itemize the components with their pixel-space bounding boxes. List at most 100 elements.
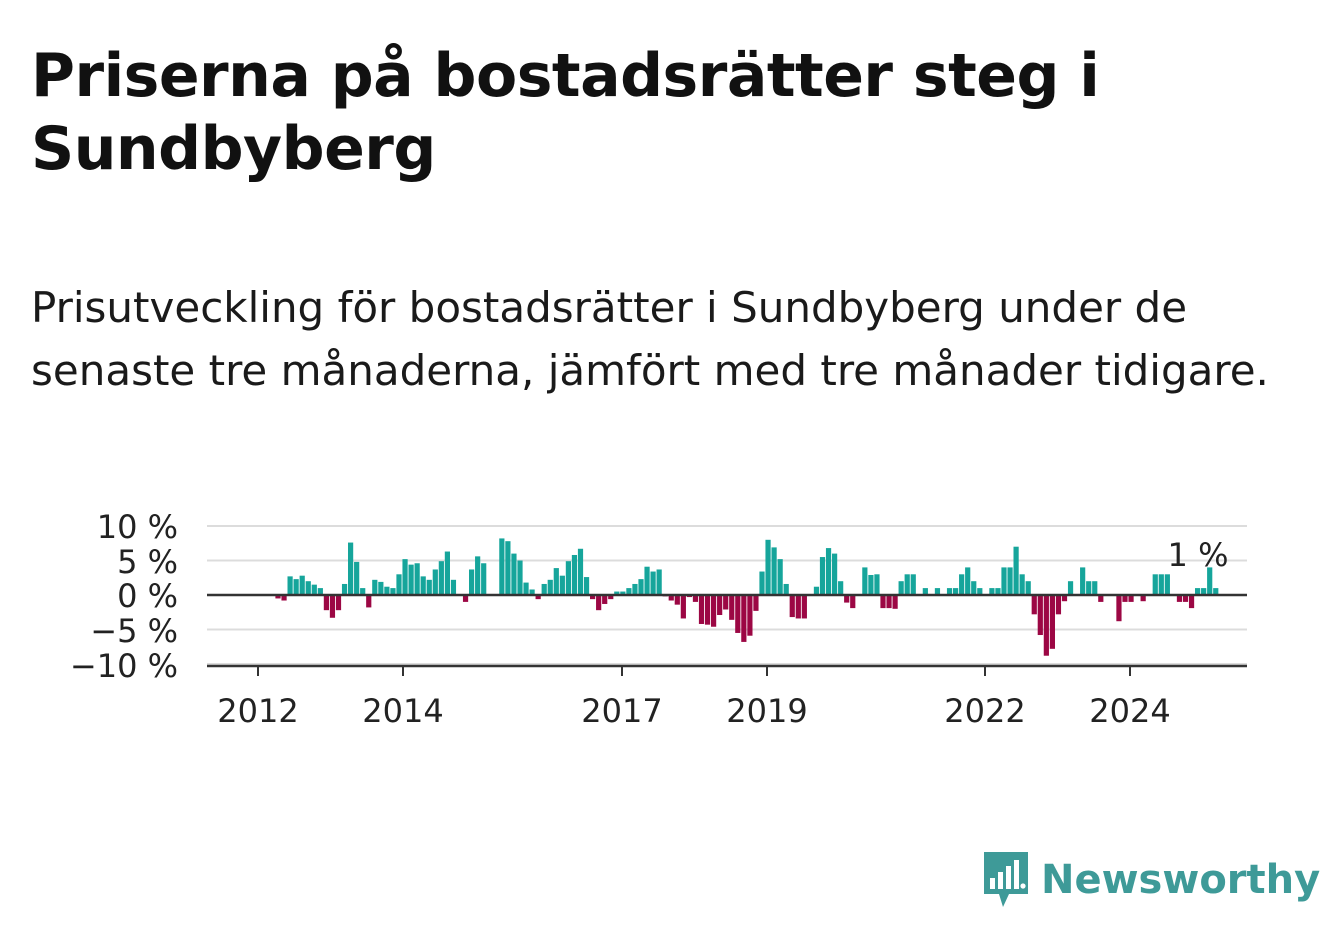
- bar: [469, 569, 475, 595]
- bar: [1116, 595, 1122, 622]
- bar: [1037, 595, 1043, 636]
- bar: [771, 547, 777, 595]
- bar: [287, 576, 293, 595]
- bar: [354, 561, 360, 595]
- bar: [777, 559, 783, 595]
- bar: [614, 591, 620, 595]
- bar: [965, 567, 971, 595]
- bar: [305, 581, 311, 595]
- bar: [934, 588, 941, 595]
- bar: [977, 588, 983, 595]
- bar: [329, 595, 336, 618]
- bar: [299, 575, 305, 595]
- bar: [838, 581, 844, 595]
- bar: [886, 595, 892, 609]
- x-tick-label: 2019: [726, 692, 807, 730]
- bar: [505, 541, 511, 595]
- bar: [874, 574, 880, 595]
- y-tick-label: 10 %: [97, 508, 178, 546]
- bar: [547, 579, 553, 595]
- bar: [898, 581, 904, 595]
- bar: [396, 574, 402, 595]
- bar: [1201, 588, 1207, 595]
- bar: [680, 595, 686, 619]
- bar: [596, 595, 602, 611]
- bar: [638, 579, 644, 595]
- y-tick-label: −5 %: [90, 612, 178, 650]
- bar: [1013, 546, 1019, 595]
- bar: [378, 581, 384, 595]
- bar: [360, 588, 366, 595]
- bar: [444, 551, 450, 595]
- bar: [450, 579, 457, 595]
- bar-chart: 10 % 5 % 0 % −5 % −10 % 2012 2014 2017 2…: [70, 508, 1247, 730]
- bar: [535, 595, 541, 600]
- bar: [868, 574, 874, 595]
- bar: [390, 588, 396, 595]
- bar: [946, 588, 953, 595]
- bar: [656, 569, 662, 595]
- bar: [989, 588, 995, 595]
- bar: [620, 591, 626, 595]
- bar: [892, 595, 898, 609]
- brand-name: Newsworthy: [1041, 857, 1321, 903]
- last-value-label: 1 %: [1168, 536, 1229, 574]
- bar: [414, 563, 420, 595]
- bar: [462, 595, 469, 602]
- bar: [959, 574, 965, 595]
- bar: [880, 595, 886, 609]
- bar: [910, 574, 916, 595]
- bar: [335, 595, 342, 611]
- bar: [602, 595, 608, 604]
- gridlines: [207, 525, 1247, 665]
- bar: [420, 576, 426, 595]
- y-tick-label: 5 %: [117, 543, 178, 581]
- bar: [366, 595, 372, 608]
- bar: [759, 571, 765, 595]
- bar: [862, 567, 868, 595]
- bar: [832, 553, 838, 595]
- bar: [317, 588, 323, 595]
- bar: [735, 595, 741, 633]
- bar: [1213, 588, 1219, 595]
- bar: [674, 595, 680, 605]
- bar: [1098, 595, 1104, 602]
- bar: [432, 569, 438, 595]
- bar: [426, 579, 432, 595]
- bar: [1031, 595, 1037, 615]
- bar: [765, 539, 771, 595]
- bar: [590, 595, 596, 600]
- bar: [1025, 581, 1031, 595]
- bar: [565, 561, 571, 595]
- bar: [1001, 567, 1007, 595]
- x-tick-label: 2022: [944, 692, 1025, 730]
- bar: [553, 568, 559, 595]
- bar: [922, 588, 928, 595]
- bar: [1019, 574, 1025, 595]
- bar: [341, 583, 348, 595]
- bar: [698, 595, 705, 624]
- bar: [475, 556, 481, 595]
- bar: [523, 582, 529, 595]
- bar: [819, 557, 826, 595]
- bar: [499, 538, 505, 595]
- bar-chart-logo-icon: [984, 852, 1028, 907]
- bar: [1049, 595, 1055, 649]
- bar: [1207, 567, 1213, 595]
- bar: [1158, 574, 1164, 595]
- bar: [747, 595, 753, 636]
- bar: [1067, 581, 1074, 595]
- bar: [1195, 588, 1201, 595]
- bar: [995, 588, 1001, 595]
- bar: [1055, 595, 1062, 615]
- bar: [813, 586, 820, 595]
- bar: [571, 554, 578, 595]
- bar: [1182, 595, 1189, 602]
- bar: [1061, 595, 1068, 602]
- bar: [529, 589, 535, 595]
- y-tick-label: 0 %: [117, 577, 178, 615]
- bar: [1080, 567, 1086, 595]
- bar: [1140, 595, 1146, 602]
- x-tick-label: 2017: [581, 692, 662, 730]
- bar: [723, 595, 729, 610]
